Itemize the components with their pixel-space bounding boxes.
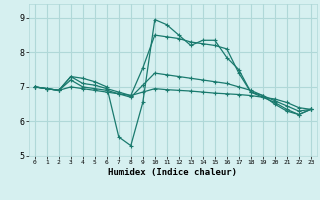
X-axis label: Humidex (Indice chaleur): Humidex (Indice chaleur) bbox=[108, 168, 237, 177]
